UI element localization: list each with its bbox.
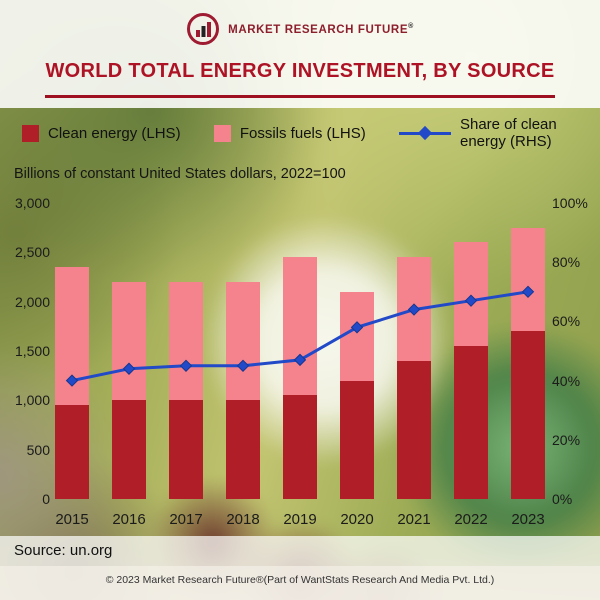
diamond-marker <box>236 359 250 373</box>
x-label-2018: 2018 <box>226 511 260 528</box>
bar-2015 <box>55 203 89 499</box>
legend-label: Clean energy (LHS) <box>48 124 181 142</box>
clean-segment-2015 <box>55 405 89 499</box>
fossil-segment-2018 <box>226 281 260 401</box>
x-label-2021: 2021 <box>397 511 431 528</box>
bar-2022 <box>454 203 488 499</box>
axis-tick: 0 <box>42 491 50 507</box>
axis-tick: 2,500 <box>14 244 50 261</box>
header-band <box>0 0 600 108</box>
x-label-2019: 2019 <box>283 511 317 528</box>
fossil-segment-2023 <box>511 227 545 332</box>
copyright-footer: © 2023 Market Research Future®(Part of W… <box>105 574 495 586</box>
axis-tick: 100% <box>552 195 588 211</box>
x-label-2022: 2022 <box>454 511 488 528</box>
diamond-marker <box>407 303 421 316</box>
fossil-segment-2016 <box>112 281 146 401</box>
chart-legend: Clean energy (LHS) Fossils fuels (LHS) S… <box>22 116 578 151</box>
clean-segment-2018 <box>226 400 260 499</box>
fossil-segment-2022 <box>454 242 488 347</box>
x-label-2023: 2023 <box>511 511 545 528</box>
legend-item-clean-energy: Clean energy (LHS) <box>22 124 181 142</box>
axis-tick: 40% <box>552 372 581 389</box>
diamond-marker <box>179 359 193 373</box>
registered-mark: ® <box>408 22 414 30</box>
axis-tick: 3,000 <box>14 195 50 211</box>
bar-2021 <box>397 203 431 499</box>
mrf-logo-icon <box>187 13 220 45</box>
diamond-marker <box>464 294 478 307</box>
clean-segment-2016 <box>112 400 146 499</box>
clean-segment-2019 <box>283 395 317 499</box>
footer-band <box>0 566 600 600</box>
x-label-2020: 2020 <box>340 511 374 528</box>
fossil-segment-2017 <box>169 281 203 401</box>
bar-2023 <box>511 203 545 499</box>
axis-tick: 1,000 <box>14 392 50 409</box>
axis-tick: 1,500 <box>14 343 50 359</box>
legend-item-fossil-fuels: Fossils fuels (LHS) <box>213 124 366 142</box>
clean-segment-2017 <box>169 400 203 499</box>
x-label-2015: 2015 <box>55 511 89 528</box>
legend-item-clean-share: Share of clean energy (RHS) <box>398 116 578 151</box>
axis-tick: 60% <box>552 313 581 330</box>
fossil-fuels-swatch-icon <box>213 124 231 142</box>
diamond-marker <box>350 321 364 334</box>
axis-tick: 0% <box>552 491 573 507</box>
clean-segment-2023 <box>511 331 545 499</box>
axis-tick: 20% <box>552 431 581 448</box>
diamond-marker <box>521 285 535 299</box>
bar-2017 <box>169 203 203 499</box>
stacked-bars <box>55 203 545 499</box>
brand-name: MARKET RESEARCH FUTURE® <box>228 22 414 36</box>
bar-2020 <box>340 203 374 499</box>
bar-2019 <box>283 203 317 499</box>
axis-tick: 500 <box>26 441 50 458</box>
x-axis-labels: 2015 2016 2017 2018 2019 2020 2021 2022 2023 <box>55 511 545 528</box>
fossil-segment-2019 <box>283 257 317 396</box>
clean-segment-2020 <box>340 380 374 499</box>
source-band <box>0 536 600 566</box>
bar-2016 <box>112 203 146 499</box>
x-label-2016: 2016 <box>112 511 146 528</box>
clean-segment-2022 <box>454 346 488 499</box>
clean-energy-swatch-icon <box>22 124 39 142</box>
legend-label: Fossils fuels (LHS) <box>239 124 366 142</box>
diamond-marker <box>65 374 79 387</box>
page-title: WORLD TOTAL ENERGY INVESTMENT, BY SOURCE <box>45 60 555 82</box>
axis-tick: 2,000 <box>14 293 50 310</box>
share-line-series <box>65 285 535 387</box>
bar-2018 <box>226 203 260 499</box>
diamond-marker <box>293 353 307 367</box>
axis-subtitle: Billions of constant United States dolla… <box>14 166 346 182</box>
axis-tick: 80% <box>552 254 581 271</box>
title-underline <box>45 95 555 98</box>
brand-header: MARKET RESEARCH FUTURE® <box>0 12 600 46</box>
source-note: Source: un.org <box>14 542 113 559</box>
clean-segment-2021 <box>397 360 431 499</box>
line-diamond-marker-icon <box>398 125 451 141</box>
x-label-2017: 2017 <box>169 511 203 528</box>
legend-label: Share of clean energy (RHS) <box>459 116 557 151</box>
fossil-segment-2020 <box>340 291 374 381</box>
diamond-marker <box>122 362 136 375</box>
